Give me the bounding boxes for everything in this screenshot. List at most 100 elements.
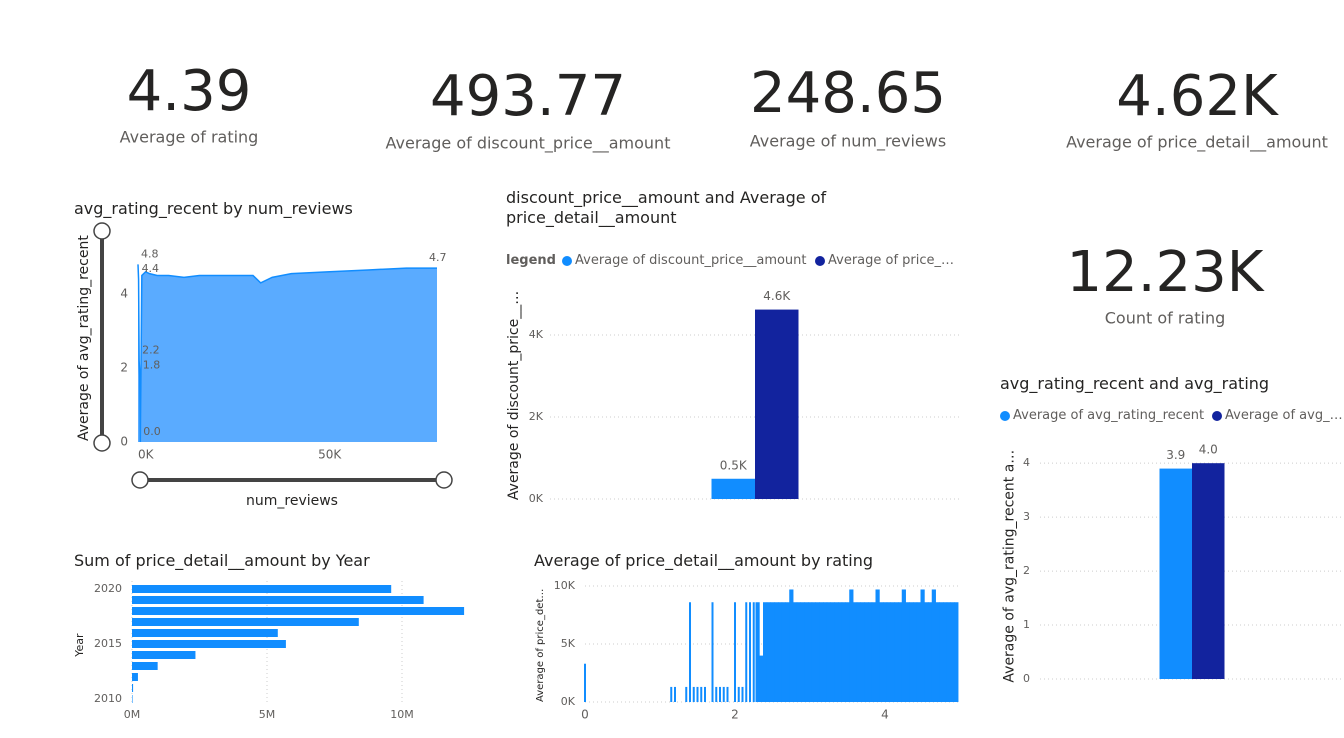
x-tick-label: 0K xyxy=(138,448,155,462)
bar xyxy=(793,602,798,702)
bar xyxy=(715,686,718,702)
bar xyxy=(845,602,850,702)
y-tick-label: 1 xyxy=(1023,618,1030,631)
bar xyxy=(132,673,138,681)
bar xyxy=(875,589,880,702)
data-label: 4.0 xyxy=(1199,443,1218,457)
bar xyxy=(853,602,858,702)
bar xyxy=(920,589,925,702)
bar xyxy=(841,602,846,702)
data-label: 1.8 xyxy=(143,358,161,371)
bar xyxy=(584,663,586,702)
bar xyxy=(711,478,755,499)
chart-title: avg_rating_recent and avg_rating xyxy=(1000,374,1270,393)
legend-label: Average of avg_rating xyxy=(1225,408,1344,423)
card-label: Count of rating xyxy=(1105,309,1226,328)
bar xyxy=(943,602,948,702)
bar xyxy=(700,686,703,702)
bar xyxy=(719,686,721,702)
data-label: 4.8 xyxy=(141,247,159,260)
bar xyxy=(752,602,755,702)
card-label: Average of num_reviews xyxy=(750,132,946,152)
bar xyxy=(894,602,899,702)
x-tick-label: 4 xyxy=(881,708,889,722)
y-tick-label: 4 xyxy=(120,287,128,301)
bar xyxy=(132,629,278,637)
data-label: 4.7 xyxy=(429,251,447,264)
bar xyxy=(749,602,751,702)
bar xyxy=(849,589,854,702)
bar xyxy=(871,602,876,702)
bar xyxy=(935,602,940,702)
bar xyxy=(132,651,196,659)
y-axis-title: Average of discount_price__amount xyxy=(505,289,522,500)
bar xyxy=(711,602,714,702)
bar xyxy=(722,686,725,702)
bar xyxy=(755,602,760,702)
card-value: 4.39 xyxy=(127,59,252,124)
slider-handle[interactable] xyxy=(131,471,149,489)
legend-marker xyxy=(1000,411,1010,421)
legend-marker xyxy=(1212,411,1222,421)
x-tick-label: 2 xyxy=(731,708,739,722)
bar xyxy=(815,602,820,702)
data-label: 0.5K xyxy=(720,458,748,472)
bar xyxy=(916,602,921,702)
bar xyxy=(132,662,158,670)
bar xyxy=(868,602,873,702)
slider-handle[interactable] xyxy=(93,434,111,452)
legend-label: Average of avg_rating_recent xyxy=(1013,408,1205,423)
slider-handle[interactable] xyxy=(435,471,453,489)
x-tick-label: 5M xyxy=(259,708,276,721)
bar xyxy=(132,684,134,692)
bar xyxy=(823,602,828,702)
bar xyxy=(819,602,824,702)
area-fill xyxy=(138,264,437,442)
bar xyxy=(913,602,918,702)
bar xyxy=(689,602,691,702)
legend-marker xyxy=(815,256,825,266)
y-tick-label: 4K xyxy=(529,328,544,341)
bar xyxy=(755,309,799,499)
y-tick-label: 2015 xyxy=(94,637,122,650)
card-label: Average of rating xyxy=(120,128,259,147)
y-tick-label: 0K xyxy=(529,492,544,505)
bar xyxy=(1192,463,1225,679)
bar xyxy=(692,686,695,702)
bar xyxy=(770,602,775,702)
bar xyxy=(704,686,706,702)
y-tick-label: 3 xyxy=(1023,510,1030,523)
bar xyxy=(808,602,813,702)
bar xyxy=(745,602,748,702)
legend-title: legend xyxy=(506,253,556,268)
y-tick-label: 0 xyxy=(120,435,128,449)
bar xyxy=(826,602,831,702)
bar xyxy=(856,602,861,702)
data-label: 2.2 xyxy=(142,344,160,357)
bar xyxy=(928,602,933,702)
bar xyxy=(759,655,764,702)
bar xyxy=(132,695,133,703)
bar xyxy=(901,589,906,702)
chart-title: avg_rating_recent by num_reviews xyxy=(74,199,353,218)
card-value: 12.23K xyxy=(1066,240,1264,305)
y-tick-label: 0K xyxy=(561,695,576,708)
legend-marker xyxy=(562,256,572,266)
bar xyxy=(834,602,839,702)
bar xyxy=(132,585,392,593)
slider-handle[interactable] xyxy=(93,222,111,240)
x-tick-label: 50K xyxy=(318,448,342,462)
bar xyxy=(950,602,955,702)
bar xyxy=(830,602,835,702)
bar xyxy=(898,602,903,702)
bar xyxy=(726,686,729,702)
bar xyxy=(674,686,676,702)
bar xyxy=(789,589,794,702)
bar xyxy=(774,602,779,702)
bar xyxy=(883,602,888,702)
y-tick-label: 0 xyxy=(1023,672,1030,685)
bar xyxy=(909,602,914,702)
bar xyxy=(685,686,688,702)
